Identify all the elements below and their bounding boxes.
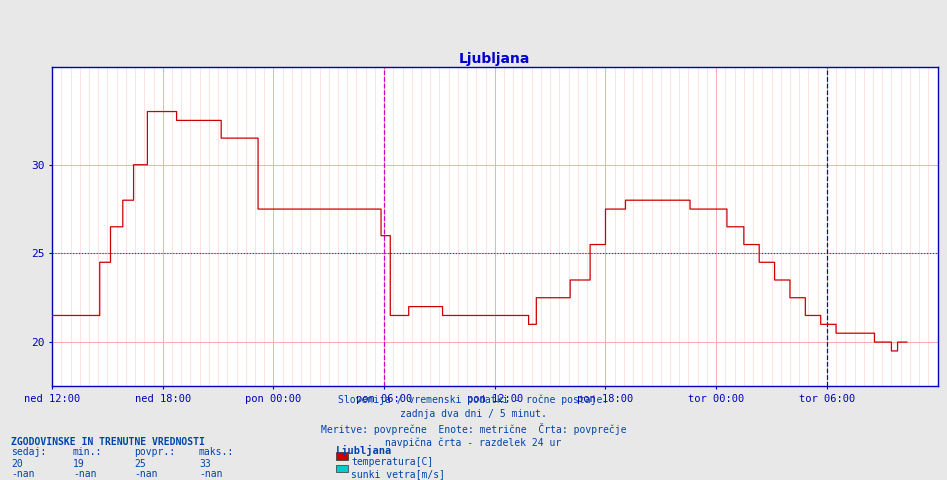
Text: min.:: min.:	[73, 447, 102, 457]
Text: 20: 20	[11, 459, 23, 469]
Text: Ljubljana: Ljubljana	[336, 445, 392, 456]
Text: Meritve: povprečne  Enote: metrične  Črta: povprečje: Meritve: povprečne Enote: metrične Črta:…	[321, 423, 626, 435]
Text: navpična črta - razdelek 24 ur: navpična črta - razdelek 24 ur	[385, 438, 562, 448]
Text: -nan: -nan	[11, 469, 35, 480]
Text: sunki vetra[m/s]: sunki vetra[m/s]	[351, 469, 445, 480]
Text: Slovenija / vremenski podatki - ročne postaje.: Slovenija / vremenski podatki - ročne po…	[338, 395, 609, 405]
Text: zadnja dva dni / 5 minut.: zadnja dva dni / 5 minut.	[400, 409, 547, 419]
Text: -nan: -nan	[134, 469, 158, 480]
Text: ZGODOVINSKE IN TRENUTNE VREDNOSTI: ZGODOVINSKE IN TRENUTNE VREDNOSTI	[11, 437, 205, 447]
Title: Ljubljana: Ljubljana	[459, 52, 530, 66]
Text: -nan: -nan	[73, 469, 97, 480]
Text: maks.:: maks.:	[199, 447, 234, 457]
Text: 25: 25	[134, 459, 146, 469]
Text: 33: 33	[199, 459, 210, 469]
Text: temperatura[C]: temperatura[C]	[351, 457, 434, 467]
Text: -nan: -nan	[199, 469, 223, 480]
Text: 19: 19	[73, 459, 84, 469]
Text: povpr.:: povpr.:	[134, 447, 175, 457]
Text: sedaj:: sedaj:	[11, 447, 46, 457]
